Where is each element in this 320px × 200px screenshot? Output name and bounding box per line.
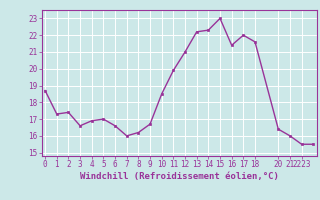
X-axis label: Windchill (Refroidissement éolien,°C): Windchill (Refroidissement éolien,°C) [80, 172, 279, 181]
